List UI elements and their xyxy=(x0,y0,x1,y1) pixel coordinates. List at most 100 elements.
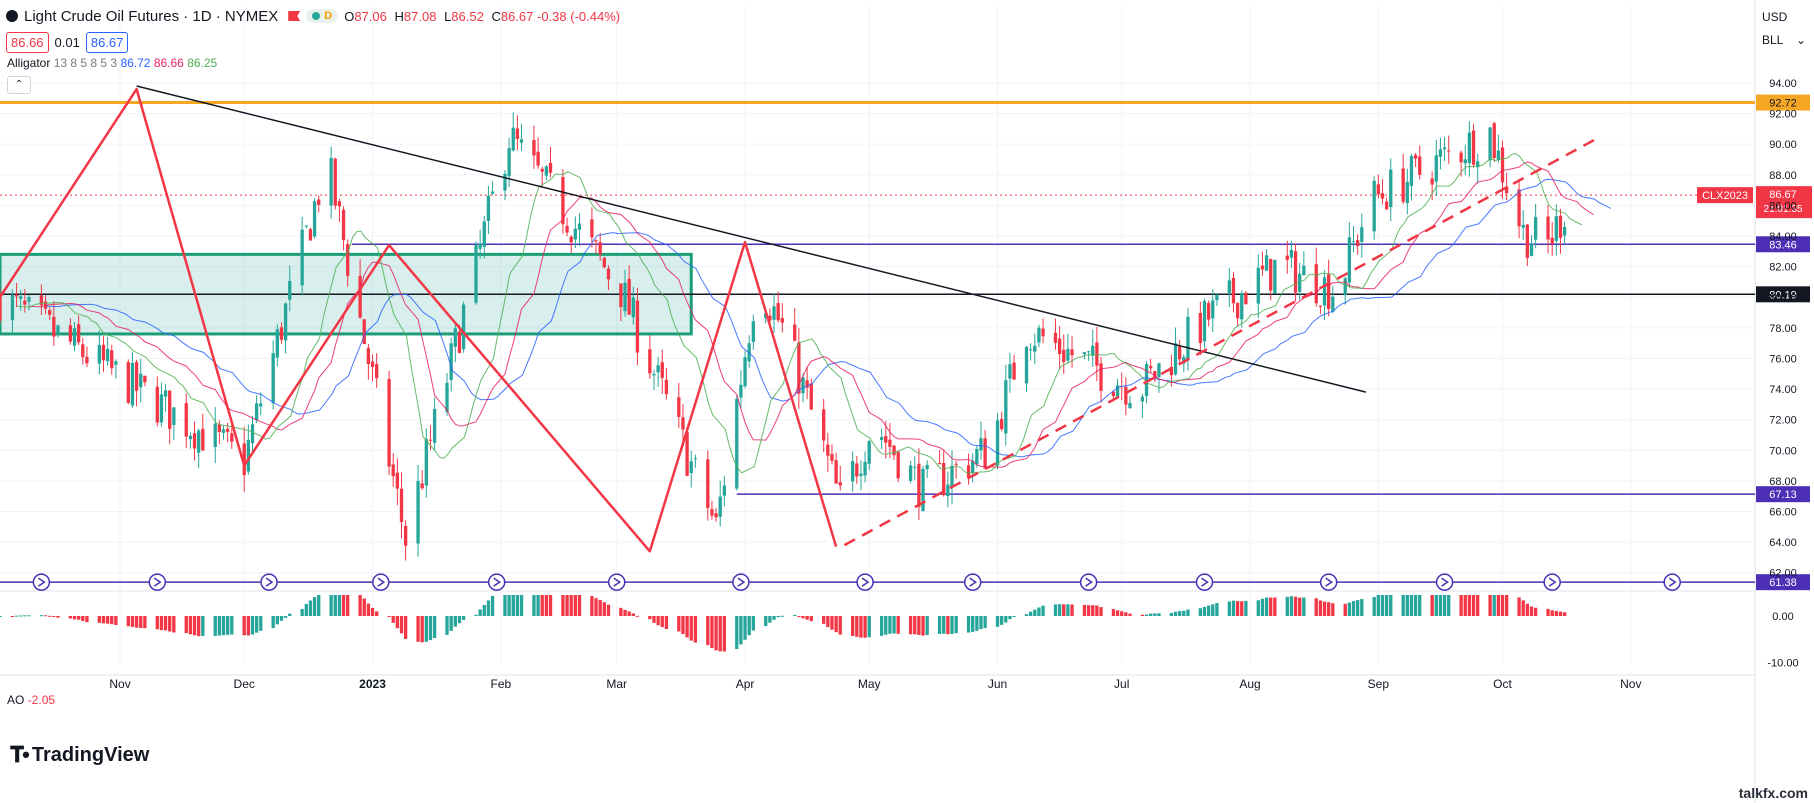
candle xyxy=(288,265,292,312)
candle xyxy=(416,464,420,557)
candle-body xyxy=(1488,127,1492,161)
ao-bar xyxy=(52,616,56,617)
candle-body xyxy=(519,139,524,143)
candle xyxy=(1037,324,1041,348)
candle-body xyxy=(97,344,101,364)
candle-body xyxy=(1500,147,1505,183)
candle xyxy=(337,198,342,222)
ao-bar xyxy=(681,616,685,635)
candle xyxy=(1211,289,1215,332)
ao-bar xyxy=(159,616,164,631)
candle xyxy=(565,217,569,237)
candle xyxy=(1471,123,1476,168)
candle xyxy=(706,450,710,521)
candle xyxy=(590,207,594,248)
candle-body xyxy=(913,466,917,468)
cycle-marker-arrow xyxy=(493,577,502,587)
candle-body xyxy=(1376,184,1380,195)
ao-bar xyxy=(1082,604,1087,616)
candle-body xyxy=(346,244,350,276)
candle xyxy=(1533,203,1538,249)
candle xyxy=(1405,168,1409,215)
ao-bar xyxy=(197,616,201,637)
x-tick-label: Aug xyxy=(1239,677,1260,691)
collapse-legend-button[interactable]: ⌃ xyxy=(7,76,31,94)
candle-body xyxy=(375,364,379,379)
candle-body xyxy=(259,403,263,407)
candle xyxy=(420,469,424,491)
candle-body xyxy=(304,225,308,227)
ao-bar xyxy=(110,616,114,625)
candle xyxy=(1372,176,1376,240)
ao-bar xyxy=(333,595,337,616)
ao-bar xyxy=(1149,613,1153,616)
ao-bar xyxy=(457,616,462,624)
candle-body xyxy=(1260,265,1265,270)
candle-body xyxy=(503,173,507,191)
ao-bar xyxy=(565,595,569,616)
alligator-legend[interactable]: Alligator 13 8 5 8 5 3 86.72 86.66 86.25 xyxy=(7,56,217,70)
ao-bar xyxy=(855,616,859,637)
candle xyxy=(540,166,544,188)
candle-body xyxy=(275,329,279,358)
candle xyxy=(863,451,867,483)
tradingview-logo[interactable]: 𝐓• TradingView xyxy=(10,742,149,768)
candle-body xyxy=(1463,159,1467,164)
candle xyxy=(68,318,73,345)
candle-body xyxy=(1343,278,1347,296)
candle xyxy=(1244,291,1248,305)
ao-bar xyxy=(337,595,342,616)
candle-body xyxy=(1057,338,1062,355)
chart-title[interactable]: Light Crude Oil Futures · 1D · NYMEX xyxy=(24,7,279,25)
candle xyxy=(445,372,449,416)
ao-bar xyxy=(1314,598,1318,616)
candle-body xyxy=(1322,277,1327,306)
ao-bar xyxy=(544,595,549,616)
currency-select[interactable]: USD xyxy=(1758,6,1810,28)
ao-bar xyxy=(1401,595,1405,616)
ao-bar xyxy=(1442,595,1447,616)
candle-body xyxy=(548,162,553,173)
candle-body xyxy=(1430,178,1434,185)
flag-icon[interactable] xyxy=(288,11,301,21)
candle xyxy=(884,420,888,459)
ao-bar xyxy=(370,607,375,616)
ao-bar xyxy=(1198,608,1203,616)
candle-body xyxy=(1285,255,1289,260)
candle xyxy=(1438,137,1443,170)
candle xyxy=(1008,352,1012,393)
buy-price-button[interactable]: 86.67 xyxy=(85,32,129,53)
last-price-value: 86.67 xyxy=(1769,189,1797,201)
ao-bar xyxy=(838,616,842,635)
candle xyxy=(271,340,275,410)
ao-bar xyxy=(300,608,304,616)
ao-legend[interactable]: AO -2.05 xyxy=(7,693,55,707)
market-status-pill[interactable]: D xyxy=(306,9,339,23)
candle xyxy=(1235,302,1240,327)
candle xyxy=(1273,259,1277,295)
candle xyxy=(1012,354,1016,380)
candle xyxy=(1430,171,1434,201)
y-tick-label: 74.00 xyxy=(1769,384,1797,396)
unit-select[interactable]: BLL ⌄ xyxy=(1758,29,1810,51)
x-tick-label: Oct xyxy=(1493,677,1512,691)
candle xyxy=(387,370,391,475)
candle-body xyxy=(569,236,573,243)
candle-body xyxy=(1529,243,1534,256)
sell-price-button[interactable]: 86.66 xyxy=(6,32,49,53)
ao-bar xyxy=(548,595,553,616)
candle-body xyxy=(1447,150,1451,152)
candle xyxy=(995,412,1000,470)
ao-bar xyxy=(1533,607,1538,616)
ao-bar xyxy=(76,616,81,620)
y-tick-label: 86.00 xyxy=(1769,200,1797,212)
low-value: 86.52 xyxy=(451,8,484,24)
candle xyxy=(1562,221,1567,245)
candle-body xyxy=(300,229,304,286)
ao-bar xyxy=(387,616,391,617)
candle-body xyxy=(1327,274,1331,309)
ao-bar xyxy=(341,595,346,616)
candle xyxy=(908,460,913,484)
ao-bar xyxy=(453,616,457,627)
